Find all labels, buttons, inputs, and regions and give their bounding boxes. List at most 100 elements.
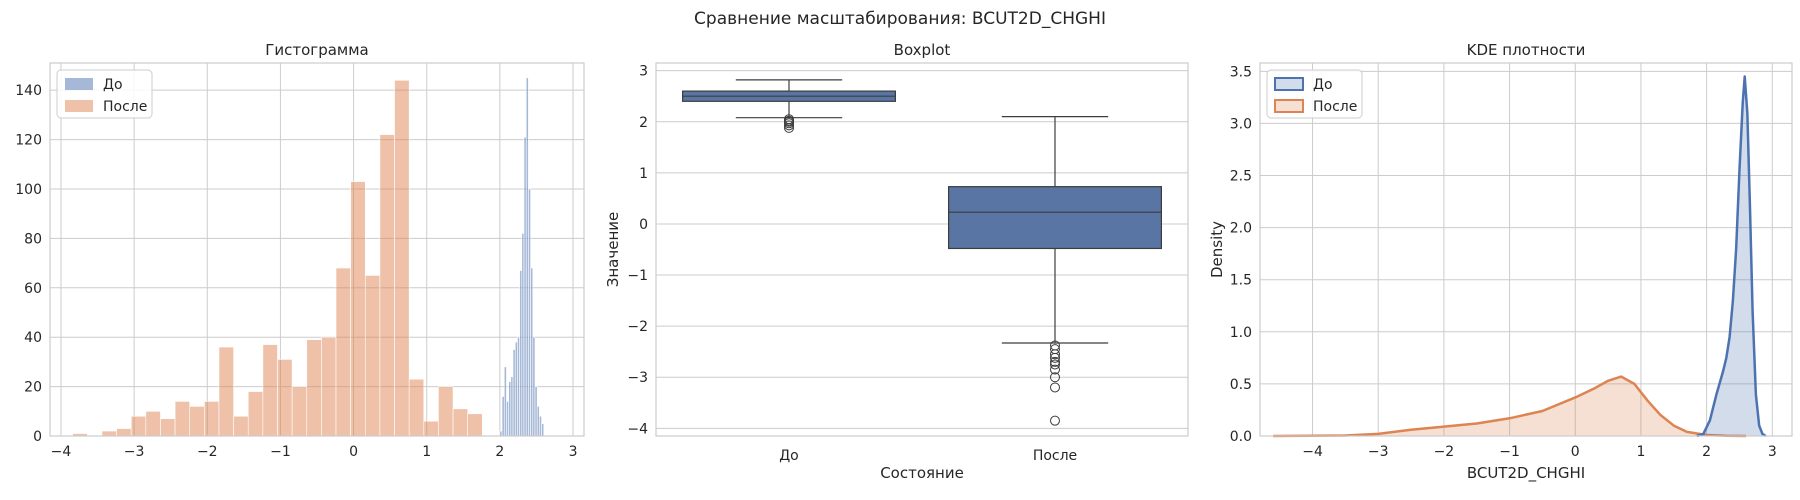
- y-tick-label: 2.5: [1230, 169, 1252, 185]
- outlier-point: [1050, 352, 1060, 363]
- y-tick-label: 0: [639, 217, 648, 233]
- y-tick-label: 1.5: [1230, 273, 1252, 289]
- outlier-point: [1050, 415, 1060, 426]
- hist-bar: [379, 134, 395, 437]
- x-tick-label: 0: [349, 444, 358, 460]
- y-tick-label: 40: [24, 330, 42, 346]
- panel-title-0: Гистограмма: [265, 41, 368, 59]
- x-tick-label: −4: [1302, 444, 1323, 460]
- hist-bar: [394, 79, 410, 437]
- hist-bar: [218, 346, 234, 437]
- figure-suptitle: Сравнение масштабирования: BCUT2D_CHGHI: [694, 9, 1106, 29]
- y-tick-label: 0.0: [1230, 429, 1252, 445]
- hist-bar: [101, 430, 117, 437]
- hist-bar: [499, 430, 503, 437]
- outlier-point: [784, 114, 794, 125]
- legend-box: [1266, 69, 1363, 119]
- y-tick-label: 0: [33, 429, 42, 445]
- y-tick-label: 140: [15, 83, 42, 99]
- outlier-point: [1050, 356, 1060, 367]
- y-tick-label: 3.0: [1230, 116, 1252, 132]
- y-tick-label: −2: [627, 319, 648, 335]
- hist-bar: [189, 406, 205, 437]
- y-tick-label: 20: [24, 380, 42, 396]
- hist-bar: [523, 136, 527, 437]
- legend-swatch: [1274, 77, 1304, 91]
- plot-area: [1260, 63, 1792, 436]
- y-tick-label: 80: [24, 231, 42, 247]
- x-tick-label: 3: [1768, 444, 1777, 460]
- hist-bar: [510, 376, 514, 437]
- axes-frame: [1259, 62, 1793, 437]
- outlier-point: [1050, 359, 1060, 370]
- hist-bar: [501, 396, 505, 437]
- kde-line: [1273, 375, 1747, 438]
- x-tick-label: 2: [1702, 444, 1711, 460]
- x-tick-label: −4: [51, 444, 72, 460]
- legend-swatch: [65, 100, 93, 112]
- hist-bar: [517, 336, 520, 437]
- boxplot-panel: Boxplot −4 −3 −2 −1 0 1 2 3 Состояние Значение До По…: [604, 41, 1189, 482]
- hist-bar: [528, 188, 531, 437]
- x-tick-label: 1: [1636, 444, 1645, 460]
- hist-bar: [536, 406, 540, 437]
- y-tick-label: 0.5: [1230, 377, 1252, 393]
- y-tick-label: 2: [639, 115, 648, 131]
- y-axis-label: Density: [1208, 221, 1226, 278]
- hist-bar: [145, 410, 161, 437]
- hist-bar: [335, 267, 351, 437]
- hist-bar: [233, 415, 249, 437]
- hist-bar: [519, 270, 523, 437]
- y-axis-label: Значение: [604, 212, 622, 288]
- hist-bar: [277, 359, 293, 437]
- x-tick-label: −3: [1368, 444, 1389, 460]
- x-tick-label: 2: [495, 444, 504, 460]
- hist-bar: [247, 391, 264, 437]
- legend-label: До: [103, 77, 123, 93]
- y-tick-label: 120: [15, 133, 42, 149]
- kde-line: [1696, 75, 1767, 438]
- outlier-point: [1050, 349, 1060, 360]
- legend-label: После: [1313, 99, 1357, 115]
- hist-bar: [130, 415, 147, 437]
- x-tick-label: После: [1033, 448, 1077, 464]
- x-tick-label: 3: [569, 444, 578, 460]
- hist-bar: [467, 413, 483, 437]
- hist-bar: [539, 415, 542, 437]
- hist-bar: [521, 233, 525, 437]
- hist-bar: [204, 401, 220, 437]
- y-tick-label: −1: [627, 268, 648, 284]
- legend-swatch: [1274, 99, 1304, 113]
- x-tick-label: До: [779, 448, 799, 464]
- hist-bar: [530, 267, 534, 437]
- legend-swatch: [65, 78, 93, 90]
- x-tick-label: −1: [270, 444, 291, 460]
- hist-bar: [512, 349, 516, 437]
- kde-area: [1273, 376, 1747, 436]
- hist-bar: [503, 366, 507, 437]
- outlier-point: [1050, 364, 1060, 375]
- hist-bar: [408, 378, 425, 437]
- y-tick-label: 100: [15, 182, 42, 198]
- y-tick-label: 60: [24, 281, 42, 297]
- hist-bar: [508, 381, 512, 437]
- axes-frame: [655, 62, 1189, 437]
- hist-bar: [525, 77, 529, 437]
- legend-label: До: [1313, 77, 1333, 93]
- axes-frame: [49, 62, 585, 437]
- hist-bar: [364, 275, 381, 437]
- hist-bar: [306, 339, 322, 437]
- histogram-panel: Гистограмма −4 −3 −2 −1 0 1 2 3 0 20 40 60 80 100 120 14…: [15, 41, 585, 460]
- y-tick-label: 3: [639, 64, 648, 80]
- x-tick-label: −3: [124, 444, 145, 460]
- y-tick-label: 1: [639, 166, 648, 182]
- x-tick-label: −1: [1499, 444, 1520, 460]
- hist-bar: [116, 428, 132, 437]
- hist-bar: [174, 401, 191, 437]
- hist-bar: [321, 336, 337, 437]
- plot-area: [656, 63, 1188, 436]
- hist-bar: [291, 386, 308, 437]
- hist-bar: [350, 181, 366, 437]
